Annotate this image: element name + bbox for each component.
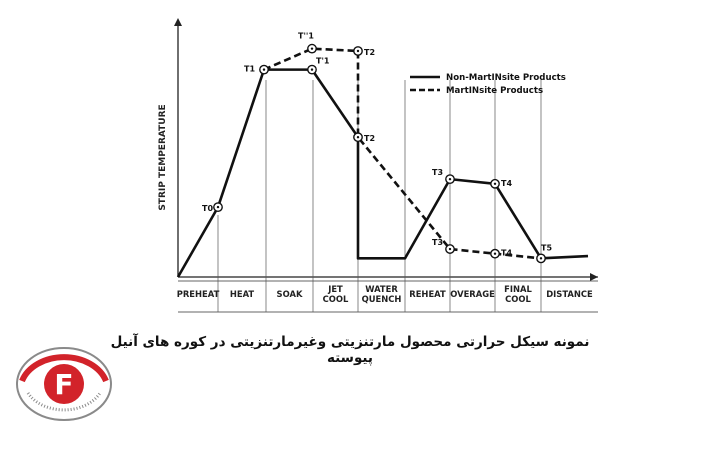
legend-entry: Non-MartINsite Products xyxy=(446,73,566,83)
logo-red-arc-icon xyxy=(19,354,109,383)
stage-dividers xyxy=(178,80,598,313)
data-label: T2 xyxy=(364,48,375,57)
stage-label-line: PREHEAT xyxy=(177,289,220,299)
stage-label: SOAK xyxy=(277,289,303,299)
stage-label-line: HEAT xyxy=(230,289,255,299)
data-point-center xyxy=(356,136,360,139)
stage-label-line: WATER xyxy=(365,284,398,294)
stage-label-line: COOL xyxy=(505,294,531,304)
logo-letter: F xyxy=(54,368,73,401)
stage-label: REHEAT xyxy=(409,289,446,299)
data-label: T3 xyxy=(432,168,443,177)
stage-label-line: JET xyxy=(327,284,343,294)
data-point-center xyxy=(539,257,543,260)
stage-label: HEAT xyxy=(230,289,255,299)
logo-red-disc-icon xyxy=(44,364,84,404)
data-label: T0 xyxy=(202,204,213,213)
thermal-cycle-chart: STRIP TEMPERATURE PREHEAT HEAT SOAK JET COOL… xyxy=(158,18,598,313)
stage-label: OVERAGE xyxy=(450,289,495,299)
stage-label: FINAL COOL xyxy=(504,284,532,304)
data-point-center xyxy=(448,247,452,251)
logo-gray-arc-icon xyxy=(26,392,102,412)
stage-label: PREHEAT xyxy=(177,289,220,299)
x-axis-label: DISTANCE xyxy=(546,289,593,299)
chart-axes: STRIP TEMPERATURE xyxy=(158,18,598,281)
data-label: T1 xyxy=(244,65,255,74)
stage-label-line: COOL xyxy=(323,294,349,304)
stage-label-line: OVERAGE xyxy=(450,289,495,299)
stage-label-line: QUENCH xyxy=(362,294,402,304)
data-label: T2 xyxy=(364,134,375,143)
brand-logo: F xyxy=(16,347,112,421)
data-point-center xyxy=(493,252,497,255)
data-point-center xyxy=(493,182,497,185)
stage-label-line: DISTANCE xyxy=(546,289,593,299)
y-axis-label: STRIP TEMPERATURE xyxy=(158,104,168,210)
data-label: T'1 xyxy=(316,57,330,66)
data-point-center xyxy=(310,68,314,71)
data-label: T3 xyxy=(432,238,443,247)
series-line-non-martinsite xyxy=(176,68,589,278)
stage-label: WATER QUENCH xyxy=(362,284,402,304)
data-point-center xyxy=(356,49,360,53)
data-point-center xyxy=(310,47,314,50)
stage-label-line: SOAK xyxy=(277,289,303,299)
chart-legend: Non-MartINsite Products MartINsite Produc… xyxy=(410,73,566,96)
figure-caption: نمونه سیکل حرارتی محصول مارتنزیتی وغیرما… xyxy=(110,334,590,366)
data-label: T5 xyxy=(541,243,552,252)
data-point-center xyxy=(216,205,220,209)
markers-layer: T1 T'1 T2 T3 T4 T5 T''1 T2 T3 T4 T0 xyxy=(202,32,552,264)
stage-label-line: FINAL xyxy=(504,284,532,294)
data-point-center xyxy=(448,177,452,181)
x-axis-arrow-icon xyxy=(590,273,598,281)
logo-outer-ring-icon xyxy=(16,347,112,421)
data-label: T''1 xyxy=(298,32,314,41)
data-point-center xyxy=(262,68,266,71)
legend-entry: MartINsite Products xyxy=(446,86,543,96)
data-label: T4 xyxy=(501,179,512,188)
stage-label: JET COOL xyxy=(323,284,349,304)
y-axis-arrow-icon xyxy=(174,18,182,26)
data-label: T4 xyxy=(501,249,512,258)
stage-label-line: REHEAT xyxy=(409,289,446,299)
